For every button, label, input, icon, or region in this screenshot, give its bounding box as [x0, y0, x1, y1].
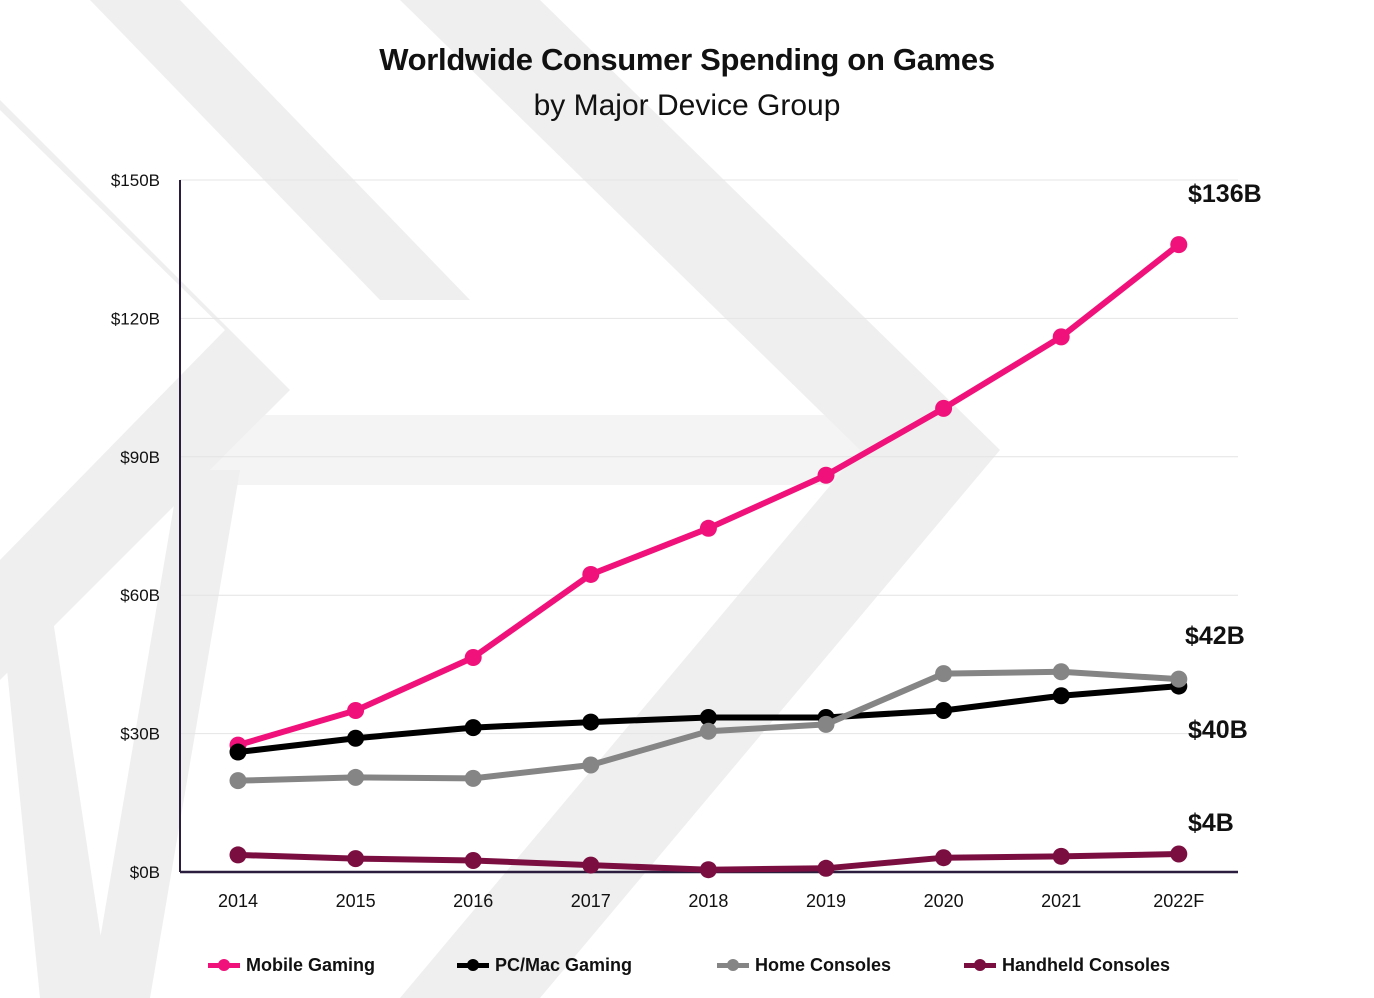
data-point: [582, 856, 600, 874]
legend-marker-handheld-consoles: [964, 953, 996, 977]
annotation-label: $136B: [1188, 180, 1262, 208]
data-point: [229, 846, 247, 864]
x-tick-label: 2015: [336, 891, 376, 911]
x-tick-label: 2017: [571, 891, 611, 911]
data-point: [699, 519, 717, 537]
x-tick-label: 2021: [1041, 891, 1081, 911]
legend-label: Handheld Consoles: [1002, 954, 1171, 975]
data-point: [229, 743, 247, 761]
y-tick-label: $30B: [120, 725, 160, 744]
data-point: [817, 715, 835, 733]
data-point: [582, 713, 600, 731]
x-tick-label: 2018: [688, 891, 728, 911]
data-point: [1170, 670, 1188, 688]
y-tick-label: $90B: [120, 448, 160, 467]
legend-label: PC/Mac Gaming: [495, 954, 633, 975]
data-point: [1052, 328, 1070, 346]
data-point: [935, 849, 953, 867]
data-point: [1052, 663, 1070, 681]
chart-subtitle: by Major Device Group: [533, 89, 841, 122]
x-tick-label: 2020: [924, 891, 964, 911]
data-point: [464, 851, 482, 869]
data-point: [817, 466, 835, 484]
annotation-label: $4B: [1188, 809, 1234, 837]
data-point: [582, 565, 600, 583]
x-tick-label: 2014: [218, 891, 258, 911]
data-point: [582, 756, 600, 774]
data-point: [347, 702, 365, 720]
y-tick-label: $120B: [111, 309, 160, 328]
x-tick-label: 2022F: [1153, 891, 1204, 911]
y-tick-label: $150B: [111, 171, 160, 190]
data-point: [1170, 845, 1188, 863]
data-point: [1052, 847, 1070, 865]
data-point: [935, 702, 953, 720]
legend-label: Home Consoles: [755, 954, 892, 975]
legend-label: Mobile Gaming: [246, 954, 376, 975]
data-point: [464, 648, 482, 666]
legend-item-home-consoles: Home Consoles: [717, 953, 891, 977]
y-tick-label: $0B: [130, 863, 160, 882]
data-point: [347, 729, 365, 747]
data-point: [699, 708, 717, 726]
chart-title: Worldwide Consumer Spending on Games: [379, 42, 995, 77]
data-point: [935, 665, 953, 683]
data-point: [1052, 687, 1070, 705]
legend-marker-pc-mac-gaming: [457, 953, 489, 977]
annotation-label: $40B: [1188, 716, 1248, 744]
data-point: [935, 399, 953, 417]
data-point: [347, 850, 365, 868]
x-tick-label: 2016: [453, 891, 493, 911]
data-point: [229, 772, 247, 790]
legend-item-pc-mac-gaming: PC/Mac Gaming: [457, 953, 632, 977]
y-tick-label: $60B: [120, 586, 160, 605]
data-point: [817, 859, 835, 877]
data-point: [699, 722, 717, 740]
x-tick-label: 2019: [806, 891, 846, 911]
legend-marker-mobile-gaming: [208, 953, 240, 977]
legend-item-mobile-gaming: Mobile Gaming: [208, 953, 375, 977]
annotation-label: $42B: [1185, 622, 1245, 650]
data-point: [699, 861, 717, 879]
data-point: [464, 769, 482, 787]
legend-marker-home-consoles: [717, 953, 749, 977]
data-point: [347, 768, 365, 786]
data-point: [464, 719, 482, 737]
data-point: [1170, 236, 1188, 254]
legend-item-handheld-consoles: Handheld Consoles: [964, 953, 1170, 977]
